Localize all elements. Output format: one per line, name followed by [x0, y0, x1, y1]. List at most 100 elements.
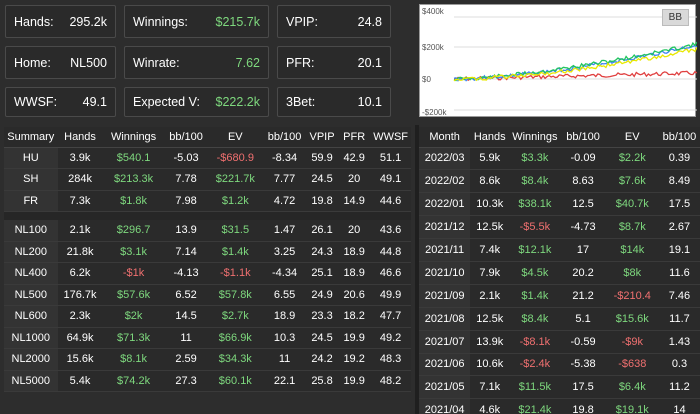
table-row[interactable]: 2021/09 2.1k $1.4k 21.2 -$210.4 7.46: [419, 284, 700, 308]
table-row[interactable]: 2021/11 7.4k $12.1k 17 $14k 19.1: [419, 238, 700, 262]
table-row[interactable]: 2022/01 10.3k $38.1k 12.5 $40.7k 17.5: [419, 192, 700, 217]
table-row[interactable]: FR 7.3k $1.8k 7.98 $1.2k 4.72 19.8 14.9 44.6: [4, 190, 411, 212]
table-cell: NL400: [4, 262, 58, 285]
stat-box: PFR: 20.1: [277, 46, 391, 79]
stat-box: Winrate: 7.62: [124, 46, 269, 79]
table-cell: 43.6: [370, 219, 411, 242]
table-cell: 19.2: [338, 348, 371, 371]
table-cell: 6.2k: [57, 262, 103, 285]
table-row[interactable]: 2021/07 13.9k -$8.1k -0.59 -$9k 1.43: [419, 330, 700, 354]
column-header[interactable]: Hands: [57, 127, 103, 148]
table-cell: 11.2: [658, 375, 700, 400]
bb-toggle-button[interactable]: BB: [661, 9, 689, 26]
table-cell: 2022/01: [419, 192, 471, 217]
column-header[interactable]: Winnings: [509, 127, 561, 148]
table-cell: $3.3k: [509, 147, 561, 171]
table-cell: $8.7k: [605, 215, 659, 240]
winnings-graph: $400k $200k $0 -$200k BB: [419, 4, 697, 117]
table-cell: 44.6: [370, 190, 411, 212]
table-cell: 2021/12: [419, 215, 471, 240]
table-row[interactable]: 2021/04 4.6k $21.4k 19.8 $19.1k 14: [419, 398, 700, 414]
table-cell: 24.5: [305, 168, 339, 191]
table-cell: 2021/11: [419, 238, 471, 262]
column-header[interactable]: Hands: [470, 127, 510, 148]
table-row[interactable]: NL2000 15.6k $8.1k 2.59 $34.3k 11 24.2 19.2 48.3: [4, 348, 411, 371]
stat-box: VPIP: 24.8: [277, 5, 391, 38]
table-cell: NL1000: [4, 327, 58, 349]
table-cell: 4.6k: [470, 398, 510, 414]
table-row[interactable]: 2022/03 5.9k $3.3k -0.09 $2.2k 0.39: [419, 147, 700, 171]
column-header[interactable]: PFR: [338, 127, 371, 148]
table-cell: $14k: [605, 238, 659, 262]
table-cell: 7.78: [164, 168, 208, 191]
table-row[interactable]: 2021/06 10.6k -$2.4k -5.38 -$638 0.3: [419, 353, 700, 377]
table-row[interactable]: SH 284k $213.3k 7.78 $221.7k 7.77 24.5 20 49.1: [4, 168, 411, 191]
table-row[interactable]: NL100 2.1k $296.7 13.9 $31.5 1.47 26.1 20 43.6: [4, 219, 411, 242]
column-header[interactable]: Winnings: [102, 127, 165, 148]
column-header[interactable]: Summary: [4, 127, 58, 148]
table-cell: 2.59: [164, 348, 208, 371]
table-cell: 18.9: [338, 241, 371, 263]
table-row[interactable]: NL600 2.3k $2k 14.5 $2.7k 18.9 23.3 18.2 47.7: [4, 305, 411, 328]
column-header[interactable]: Month: [419, 127, 471, 148]
table-cell: -$5.5k: [509, 215, 561, 240]
table-cell: 2021/09: [419, 284, 471, 308]
table-cell: 12.5: [560, 192, 606, 217]
table-cell: -0.59: [560, 330, 606, 354]
table-cell: NL100: [4, 219, 58, 242]
table-cell: 7.3k: [57, 190, 103, 212]
column-header[interactable]: bb/100: [263, 127, 306, 148]
red-line: [453, 70, 697, 82]
table-cell: $66.9k: [207, 327, 264, 349]
table-row[interactable]: NL500 176.7k $57.6k 6.52 $57.8k 6.55 24.9 20.6 4…: [4, 284, 411, 306]
table-cell: -$2.4k: [509, 353, 561, 377]
table-cell: 2021/04: [419, 398, 471, 414]
table-row[interactable]: 2021/10 7.9k $4.5k 20.2 $8k 11.6: [419, 261, 700, 285]
column-header[interactable]: WWSF: [370, 127, 411, 148]
table-cell: $540.1: [102, 147, 165, 169]
table-cell: 20: [338, 168, 371, 191]
table-cell: $296.7: [102, 219, 165, 242]
table-cell: HU: [4, 147, 58, 169]
table-row[interactable]: NL1000 64.9k $71.3k 11 $66.9k 10.3 24.5 19.9 49.…: [4, 327, 411, 349]
table-row[interactable]: 2021/05 7.1k $11.5k 17.5 $6.4k 11.2: [419, 375, 700, 400]
table-row[interactable]: NL200 21.8k $3.1k 7.14 $1.4k 3.25 24.3 18.9 44.8: [4, 241, 411, 263]
table-cell: 7.14: [164, 241, 208, 263]
column-header[interactable]: EV: [207, 127, 264, 148]
table-cell: $1.2k: [207, 190, 264, 212]
table-row[interactable]: NL5000 5.4k $74.2k 27.3 $60.1k 22.1 25.8 19.9 48…: [4, 370, 411, 392]
table-cell: FR: [4, 190, 58, 212]
stat-value: 295.2k: [69, 14, 107, 29]
table-cell: 25.1: [305, 262, 339, 285]
stat-label: 3Bet:: [286, 95, 316, 109]
group-gap: [4, 211, 411, 220]
stat-label: Winnings:: [133, 14, 188, 29]
table-cell: 1.47: [263, 219, 306, 242]
column-header[interactable]: EV: [605, 127, 659, 148]
table-cell: $31.5: [207, 219, 264, 242]
table-cell: 27.3: [164, 370, 208, 392]
table-cell: 12.5k: [470, 307, 510, 331]
column-header[interactable]: bb/100: [164, 127, 208, 148]
table-cell: -$8.1k: [509, 330, 561, 354]
stat-value: 49.1: [82, 95, 107, 109]
table-cell: $8.1k: [102, 348, 165, 371]
table-cell: 7.46: [658, 284, 700, 308]
table-row[interactable]: HU 3.9k $540.1 -5.03 -$680.9 -8.34 59.9 42.9 51.…: [4, 147, 411, 169]
stat-value: NL500: [70, 55, 107, 70]
stat-label: Home:: [14, 55, 51, 70]
column-header[interactable]: bb/100: [658, 127, 700, 148]
y-label-0: $0: [422, 75, 431, 84]
table-cell: 2022/03: [419, 147, 471, 171]
stat-label: Hands:: [14, 14, 54, 29]
table-row[interactable]: 2021/12 12.5k -$5.5k -4.73 $8.7k 2.67: [419, 215, 700, 240]
table-row[interactable]: NL400 6.2k -$1k -4.13 -$1.1k -4.34 25.1 18.9 46.…: [4, 262, 411, 285]
column-header[interactable]: VPIP: [305, 127, 339, 148]
table-cell: -$210.4: [605, 284, 659, 308]
table-row[interactable]: 2022/02 8.6k $8.4k 8.63 $7.6k 8.49: [419, 169, 700, 194]
table-row[interactable]: 2021/08 12.5k $8.4k 5.1 $15.6k 11.7: [419, 307, 700, 331]
yellow-line: [453, 46, 697, 82]
column-header[interactable]: bb/100: [560, 127, 606, 148]
table-cell: $15.6k: [605, 307, 659, 331]
table-cell: 14.5: [164, 305, 208, 328]
